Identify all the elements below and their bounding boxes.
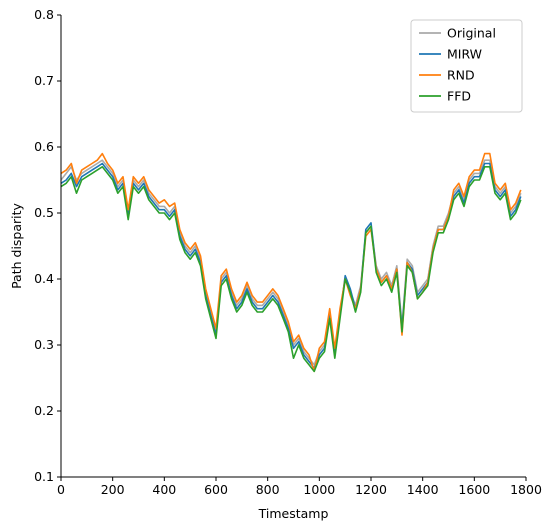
y-tick-label: 0.7 xyxy=(34,73,54,88)
x-tick-label: 200 xyxy=(101,482,125,497)
y-tick-label: 0.6 xyxy=(34,139,54,154)
x-tick-label: 1400 xyxy=(407,482,439,497)
series-line-original xyxy=(60,159,522,366)
x-tick-label: 0 xyxy=(57,482,65,497)
legend-label: RND xyxy=(447,68,475,83)
plot-area xyxy=(60,152,522,373)
x-axis: 0 200 400 600 800 1000 1200 1400 1600 1800 xyxy=(57,476,542,497)
y-tick-label: 0.2 xyxy=(34,403,54,418)
legend: Original MIRW RND FFD xyxy=(410,19,523,113)
legend-label: FFD xyxy=(447,89,471,104)
x-tick-label: 1000 xyxy=(303,482,335,497)
x-axis-title: Timestamp xyxy=(258,506,329,521)
y-tick-label: 0.5 xyxy=(34,205,54,220)
x-tick-label: 1600 xyxy=(458,482,490,497)
x-tick-label: 400 xyxy=(152,482,176,497)
y-axis-title: Path disparity xyxy=(9,202,24,288)
legend-frame xyxy=(410,19,523,113)
series-line-rnd xyxy=(60,152,522,373)
y-tick-label: 0.3 xyxy=(34,337,54,352)
x-tick-label: 600 xyxy=(204,482,228,497)
y-axis: 0.1 0.2 0.3 0.4 0.5 0.6 0.7 0.8 xyxy=(34,7,62,484)
legend-label: Original xyxy=(447,26,496,41)
x-tick-label: 1800 xyxy=(510,482,542,497)
x-tick-label: 1200 xyxy=(355,482,387,497)
y-tick-label: 0.8 xyxy=(34,7,54,22)
y-tick-label: 0.1 xyxy=(34,469,54,484)
legend-label: MIRW xyxy=(447,47,482,62)
x-tick-label: 800 xyxy=(256,482,280,497)
series-line-ffd xyxy=(60,166,522,373)
y-tick-label: 0.4 xyxy=(34,271,54,286)
